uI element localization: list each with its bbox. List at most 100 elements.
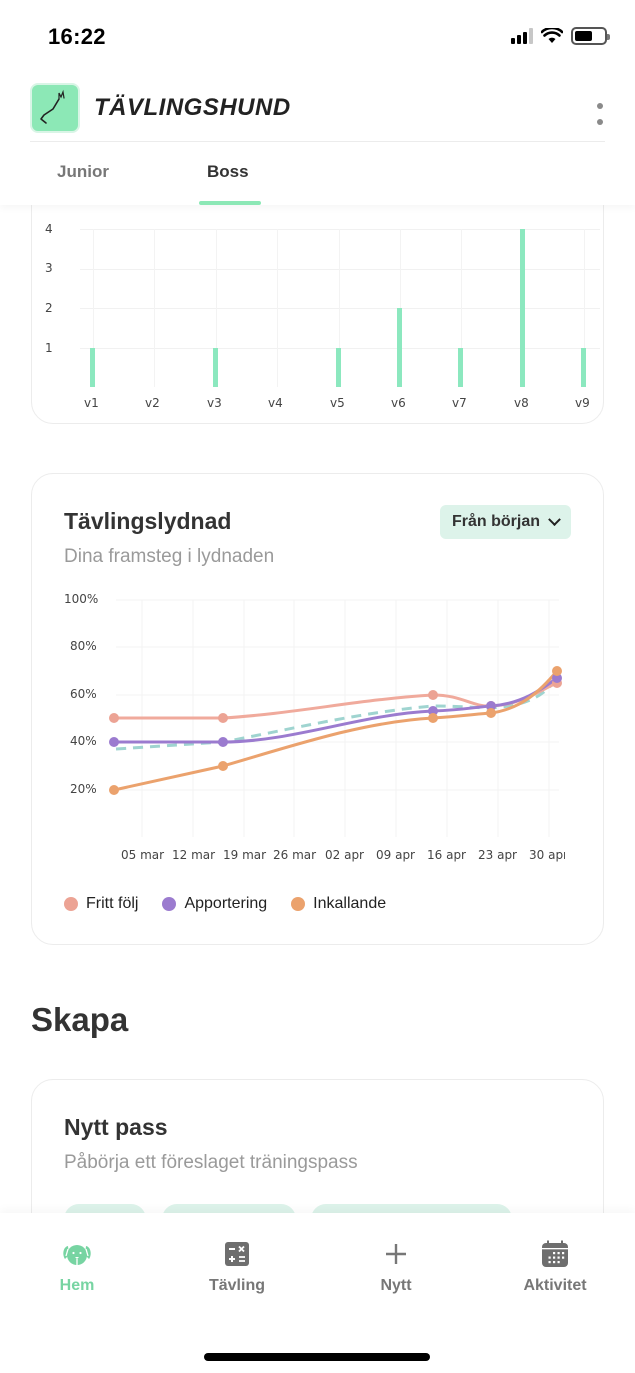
y-tick: 40% <box>70 734 97 748</box>
grid-line <box>216 229 217 387</box>
section-title-skapa: Skapa <box>31 1001 129 1038</box>
bar-v6[interactable] <box>397 308 402 387</box>
legend-fritt-folj[interactable]: Fritt följ <box>64 895 138 913</box>
bar-v1[interactable] <box>90 348 95 387</box>
grid-line <box>80 269 600 270</box>
x-tick: v2 <box>145 396 160 410</box>
x-tick: v4 <box>268 396 283 410</box>
card-title: Tävlingslydnad <box>64 508 232 534</box>
x-tick: v5 <box>330 396 345 410</box>
grid-line <box>80 229 600 230</box>
status-bar: 16:22 <box>0 0 635 75</box>
series-apportering <box>114 676 558 744</box>
bottom-navigation: Hem Tävling Nytt <box>0 1213 635 1373</box>
obedience-line-chart <box>109 599 562 837</box>
grid-line <box>80 308 600 309</box>
nav-label: Hem <box>59 1277 95 1294</box>
nav-nytt[interactable]: Nytt <box>336 1239 456 1295</box>
nav-label: Nytt <box>380 1277 412 1294</box>
grid-line <box>154 229 155 387</box>
bar-v9[interactable] <box>581 348 586 387</box>
grid-line <box>93 229 94 387</box>
y-tick: 80% <box>70 639 97 653</box>
x-tick: v1 <box>84 396 99 410</box>
x-tick: v7 <box>452 396 467 410</box>
bar-v7[interactable] <box>458 348 463 387</box>
x-tick: 23 apr <box>478 848 517 862</box>
status-icons <box>511 27 610 45</box>
active-tab-indicator <box>199 201 261 205</box>
nav-label: Tävling <box>208 1277 265 1294</box>
x-tick: 09 apr <box>376 848 415 862</box>
card-subtitle: Påbörja ett föreslaget träningspass <box>64 1152 358 1173</box>
card-subtitle: Dina framsteg i lydnaden <box>64 546 275 567</box>
legend-label: Fritt följ <box>86 895 139 912</box>
calendar-icon <box>540 1239 570 1269</box>
y-tick: 20% <box>70 782 97 796</box>
chart-legend: Fritt följ Apportering Inkallande <box>64 895 386 913</box>
nav-hem[interactable]: Hem <box>17 1239 137 1295</box>
wifi-icon <box>541 28 563 43</box>
header-divider <box>30 141 605 142</box>
x-tick: 26 mar <box>273 848 317 862</box>
legend-inkallande[interactable]: Inkallande <box>291 895 386 913</box>
nav-tavling[interactable]: Tävling <box>177 1239 297 1295</box>
tab-junior[interactable]: Junior <box>57 162 109 181</box>
weekly-activity-card: 1 2 3 4 v1 v2 v3 v4 v5 v6 v7 v8 v9 <box>31 180 604 424</box>
bar-v5[interactable] <box>336 348 341 387</box>
legend-dot-icon <box>64 897 78 911</box>
bar-v3[interactable] <box>213 348 218 387</box>
app-logo <box>30 83 80 133</box>
y-tick: 100% <box>64 592 99 606</box>
dog-logo-icon <box>40 89 65 124</box>
trend-line <box>115 677 559 751</box>
status-time: 16:22 <box>48 24 106 49</box>
x-tick: v6 <box>391 396 406 410</box>
app-header: TÄVLINGSHUND Junior Boss <box>0 75 635 205</box>
series-inkallande <box>113 670 559 792</box>
y-tick: 60% <box>70 687 97 701</box>
kebab-dot-icon <box>597 119 603 125</box>
plus-icon <box>381 1239 411 1269</box>
y-tick: 4 <box>45 222 53 236</box>
time-range-dropdown[interactable]: Från början <box>439 505 571 539</box>
x-tick: 02 apr <box>325 848 364 862</box>
calculator-icon <box>222 1239 252 1269</box>
legend-label: Apportering <box>184 895 268 912</box>
bar-v8[interactable] <box>520 229 525 387</box>
grid-line <box>339 229 340 387</box>
legend-label: Inkallande <box>313 895 387 912</box>
nav-label: Aktivitet <box>523 1277 587 1294</box>
x-tick: 19 mar <box>223 848 267 862</box>
cellular-signal-icon <box>511 28 533 44</box>
nav-aktivitet[interactable]: Aktivitet <box>495 1239 615 1295</box>
kebab-dot-icon <box>597 103 603 109</box>
y-tick: 3 <box>45 261 53 275</box>
x-tick: v3 <box>207 396 222 410</box>
app-title: TÄVLINGSHUND <box>94 94 291 121</box>
x-tick: v8 <box>514 396 529 410</box>
x-tick: 12 mar <box>172 848 216 862</box>
more-options-button[interactable] <box>595 103 605 125</box>
x-tick: 16 apr <box>427 848 466 862</box>
home-indicator[interactable] <box>204 1353 430 1361</box>
legend-dot-icon <box>162 897 177 911</box>
tab-boss[interactable]: Boss <box>207 162 249 181</box>
dog-icon <box>62 1239 92 1269</box>
y-tick: 2 <box>45 301 53 315</box>
weekly-bar-chart: 1 2 3 4 v1 v2 v3 v4 v5 v6 v7 v8 v9 <box>32 181 605 425</box>
x-tick: 30 apr <box>529 848 565 862</box>
card-title: Nytt pass <box>64 1114 168 1140</box>
grid-line <box>584 229 585 387</box>
legend-dot-icon <box>291 897 306 911</box>
x-tick: 05 mar <box>121 848 165 862</box>
x-tick: v9 <box>575 396 590 410</box>
obedience-progress-card: Tävlingslydnad Dina framsteg i lydnaden … <box>31 473 604 945</box>
y-tick: 1 <box>45 341 53 355</box>
dog-tabs: Junior Boss <box>30 142 605 205</box>
dropdown-label: Från början <box>451 513 540 530</box>
grid-line <box>277 229 278 387</box>
grid-line <box>461 229 462 387</box>
battery-icon <box>571 27 610 45</box>
legend-apportering[interactable]: Apportering <box>162 895 267 913</box>
